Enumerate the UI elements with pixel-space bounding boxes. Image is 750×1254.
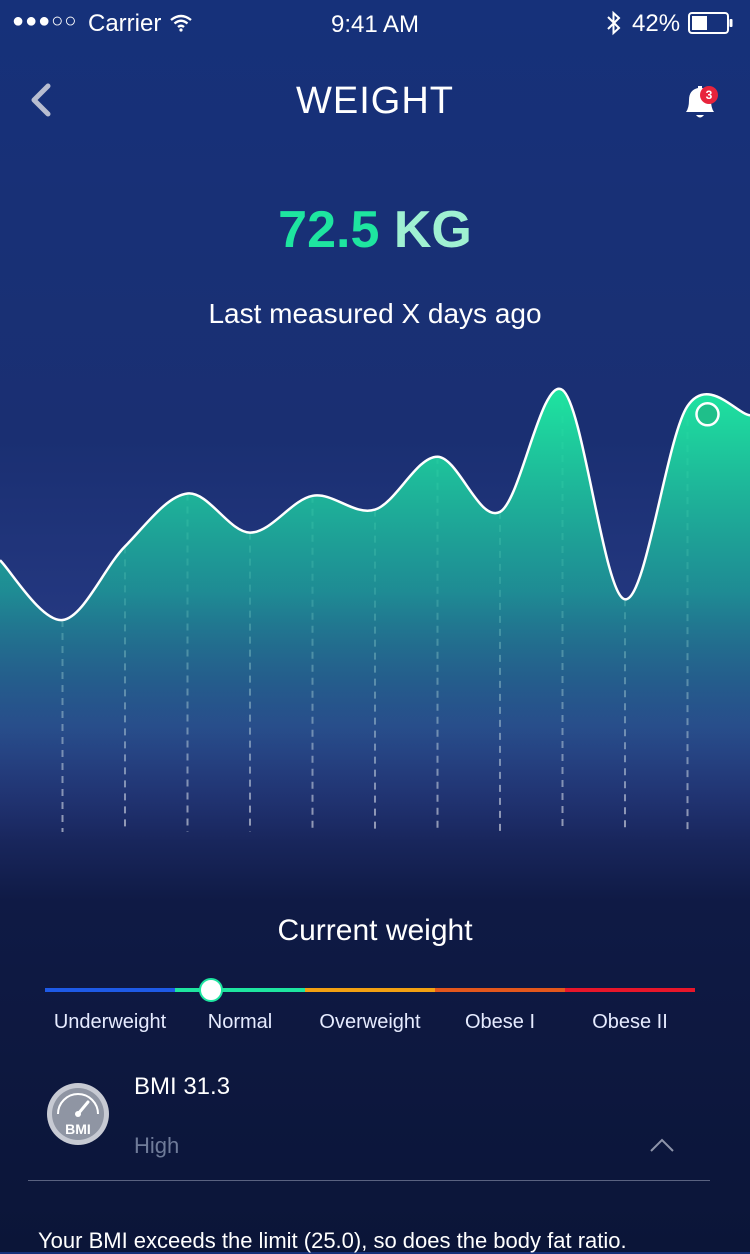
wifi-icon: [170, 11, 192, 39]
scale-label-underweight: Underweight: [53, 1011, 167, 1033]
battery-percent: 42%: [632, 10, 681, 37]
bmi-scale-segment: [45, 988, 175, 992]
bmi-scale-segment: [175, 988, 305, 992]
bmi-gauge-icon: BMI: [47, 1083, 109, 1145]
page-title: WEIGHT: [296, 80, 454, 122]
bmi-scale-labels: Underweight Normal Overweight Obese I Ob…: [45, 1011, 695, 1039]
bmi-scale-segment: [435, 988, 565, 992]
weight-history-chart[interactable]: [0, 360, 750, 850]
back-chevron-icon: [31, 83, 51, 117]
scale-label-normal: Normal: [207, 1011, 273, 1033]
status-bar: ●●●○○ Carrier 9:41 AM 42%: [0, 0, 750, 46]
battery-icon: [688, 12, 733, 34]
current-weight-title: Current weight: [277, 914, 473, 947]
bmi-level: High: [134, 1133, 180, 1158]
chart-line: [0, 387, 750, 622]
notification-badge: 3: [700, 86, 718, 104]
bmi-value: BMI 31.3: [134, 1073, 231, 1100]
chart-current-point[interactable]: [695, 402, 720, 427]
bmi-icon-label: BMI: [65, 1121, 91, 1137]
carrier-label: Carrier: [88, 10, 162, 37]
chevron-up-icon[interactable]: [648, 1136, 676, 1154]
bmi-scale-knob[interactable]: [198, 978, 223, 1002]
signal-strength-icon: ●●●○○: [12, 10, 78, 32]
divider: [28, 1180, 710, 1181]
last-measured-text: Last measured X days ago: [208, 298, 542, 329]
bmi-scale-bar: [45, 988, 695, 992]
bmi-scale-segment: [565, 988, 695, 992]
clock-label: 9:41 AM: [330, 11, 420, 38]
scale-label-overweight: Overweight: [319, 1011, 421, 1033]
notifications-button[interactable]: 3: [678, 78, 722, 124]
scale-label-obese-2: Obese II: [592, 1011, 668, 1033]
navigation-bar: WEIGHT 3: [0, 70, 750, 130]
chart-area: [0, 388, 750, 842]
bmi-scale-segment: [305, 988, 435, 992]
weight-value: 72.5: [278, 201, 380, 259]
back-button[interactable]: [24, 80, 64, 120]
weight-readout: 72.5 KG: [0, 200, 750, 260]
weight-unit: KG: [393, 201, 472, 259]
bmi-advice-text: Your BMI exceeds the limit (25.0), so do…: [38, 1228, 627, 1253]
bluetooth-icon: [606, 10, 622, 43]
scale-label-obese-1: Obese I: [464, 1011, 536, 1033]
